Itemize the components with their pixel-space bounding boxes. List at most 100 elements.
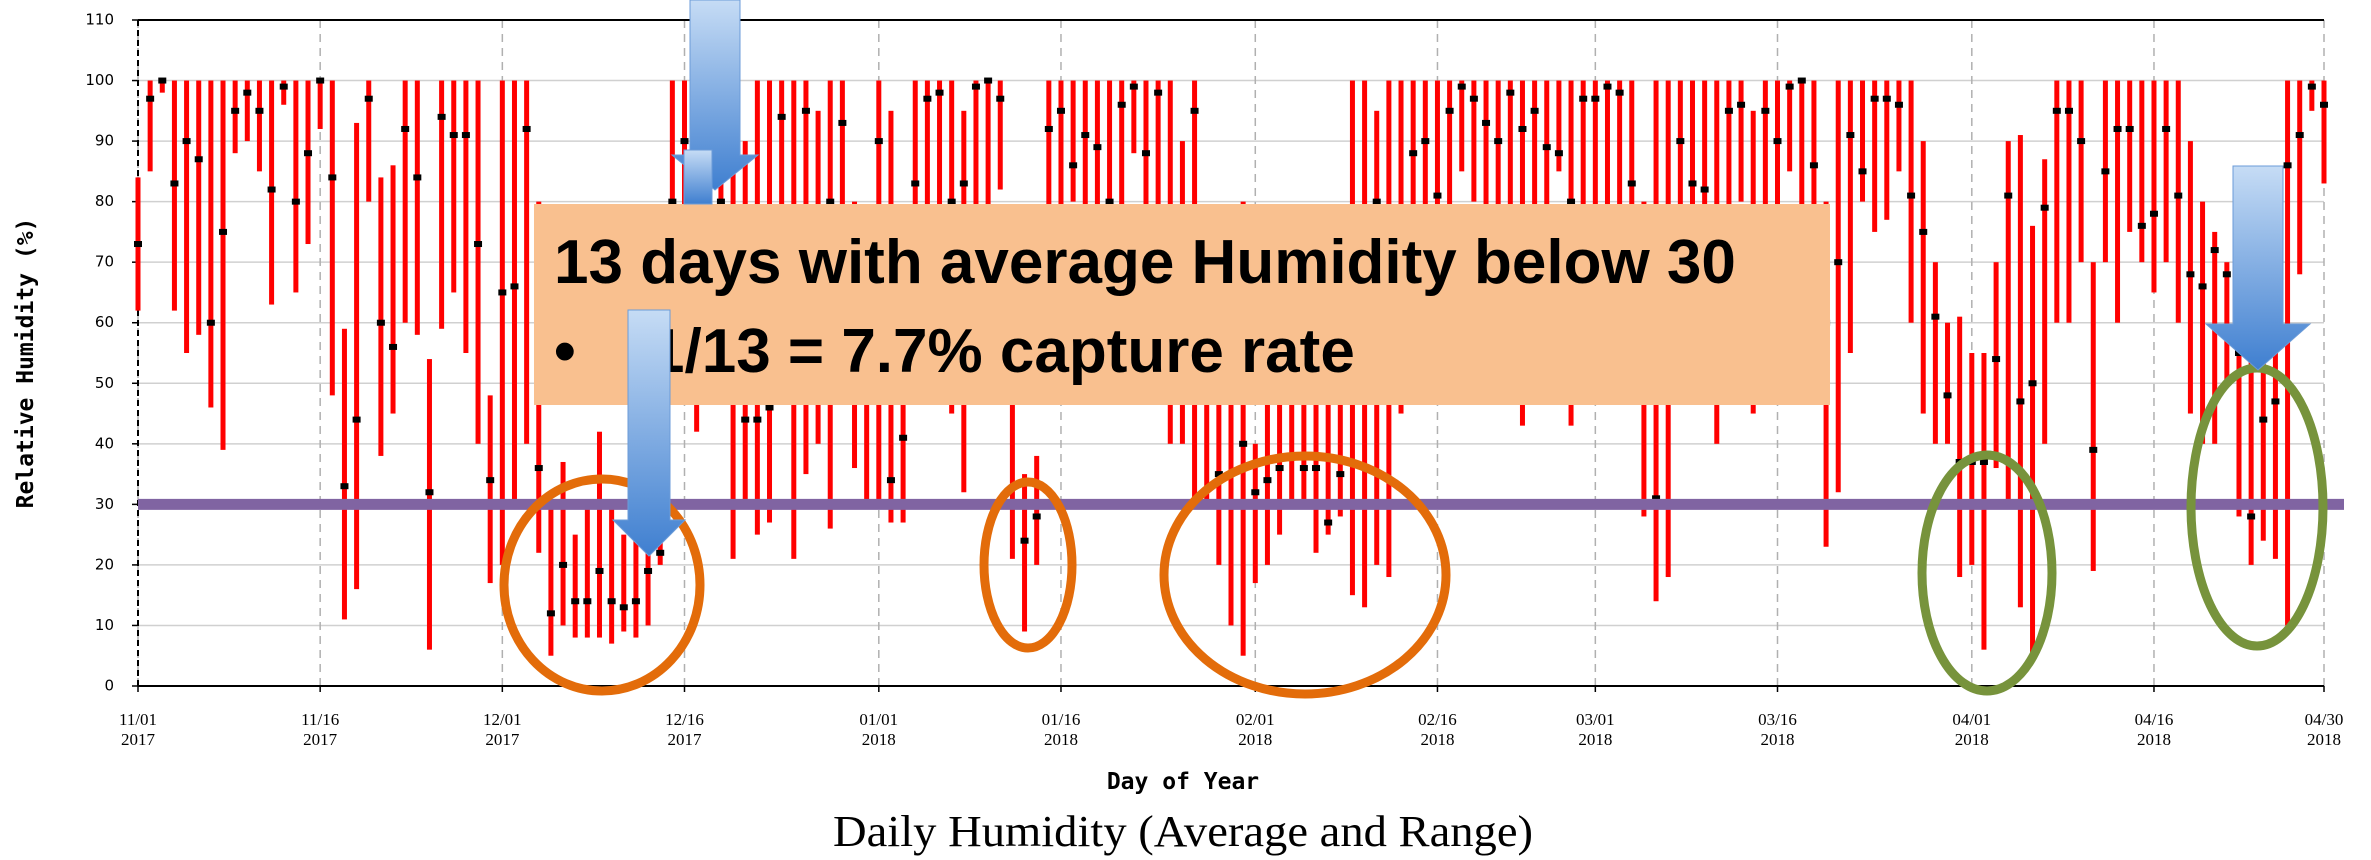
annotation-box xyxy=(534,204,1830,405)
average-marker xyxy=(2295,132,2304,139)
average-marker xyxy=(291,198,300,205)
average-marker xyxy=(2016,398,2025,405)
range-bar xyxy=(2297,80,2303,275)
range-bar xyxy=(779,80,785,323)
x-tick-label: 12/16 2017 xyxy=(665,710,704,749)
average-marker xyxy=(1615,89,1624,96)
range-bar xyxy=(609,504,615,644)
y-tick-label: 40 xyxy=(95,434,114,452)
range-bar xyxy=(1775,80,1780,232)
average-marker xyxy=(1312,465,1321,472)
average-marker xyxy=(364,95,373,102)
range-bar xyxy=(159,80,165,93)
arrow-shaft xyxy=(683,149,713,205)
range-bar xyxy=(171,80,177,311)
range-bar xyxy=(1495,80,1501,323)
average-marker xyxy=(947,198,956,205)
average-marker xyxy=(146,95,155,102)
average-marker xyxy=(1700,186,1709,193)
range-bar xyxy=(2090,262,2096,571)
average-marker xyxy=(1044,125,1053,132)
average-marker xyxy=(206,319,215,326)
range-bar xyxy=(2321,80,2327,184)
average-marker xyxy=(959,180,968,187)
range-bar xyxy=(997,80,1003,190)
average-marker xyxy=(923,95,932,102)
range-bar xyxy=(354,122,360,590)
range-bar xyxy=(2236,322,2242,517)
range-bar xyxy=(645,492,651,626)
average-marker xyxy=(2283,162,2292,169)
average-marker xyxy=(1251,489,1260,496)
average-marker xyxy=(1117,101,1126,108)
average-marker xyxy=(1275,465,1284,472)
range-bar xyxy=(596,431,602,638)
range-bar xyxy=(256,80,262,172)
range-bar xyxy=(293,80,299,293)
average-marker xyxy=(607,598,616,605)
range-bar xyxy=(451,80,457,293)
average-marker xyxy=(2101,168,2110,175)
range-bar xyxy=(1447,80,1453,293)
range-bar xyxy=(220,80,226,450)
y-tick-label: 10 xyxy=(95,616,114,634)
range-bar xyxy=(1896,80,1902,172)
average-marker xyxy=(546,610,555,617)
range-bar xyxy=(1920,141,1926,414)
average-marker xyxy=(389,343,398,350)
range-bar xyxy=(2030,225,2036,662)
average-marker xyxy=(2149,210,2158,217)
average-marker xyxy=(255,107,264,114)
range-bar xyxy=(1872,80,1878,232)
average-marker xyxy=(1907,192,1916,199)
average-marker xyxy=(571,598,580,605)
average-marker xyxy=(340,483,349,490)
average-marker xyxy=(1494,138,1503,145)
range-bar xyxy=(1277,322,1283,535)
average-marker xyxy=(510,283,519,290)
range-bar xyxy=(463,80,469,353)
range-bar xyxy=(1787,80,1793,172)
average-marker xyxy=(1894,101,1903,108)
range-bar xyxy=(1289,383,1295,505)
average-marker xyxy=(644,567,653,574)
circle xyxy=(499,474,705,696)
range-bar xyxy=(912,80,918,323)
x-tick-label: 11/16 2017 xyxy=(301,710,340,749)
average-marker xyxy=(1652,495,1661,502)
range-bar xyxy=(208,80,214,408)
range-bar xyxy=(439,80,445,329)
range-bar xyxy=(1009,322,1015,559)
average-marker xyxy=(2089,446,2098,453)
average-marker xyxy=(1239,440,1248,447)
range-bar xyxy=(633,528,639,638)
x-tick-label: 02/16 2018 xyxy=(1418,710,1457,749)
average-marker xyxy=(559,561,568,568)
x-tick-label: 03/16 2018 xyxy=(1758,710,1797,749)
range-bar xyxy=(900,371,906,523)
range-bar xyxy=(1422,80,1428,323)
range-bar xyxy=(305,80,311,245)
range-bar xyxy=(317,80,323,129)
range-bar xyxy=(1993,262,1999,469)
average-marker xyxy=(1834,259,1843,266)
y-tick-label: 30 xyxy=(95,495,114,513)
average-marker xyxy=(1506,89,1515,96)
arrow xyxy=(2204,165,2312,371)
range-bar xyxy=(1945,322,1951,444)
average-marker xyxy=(2307,83,2316,90)
range-bar xyxy=(548,504,554,656)
average-marker xyxy=(753,416,762,423)
average-marker xyxy=(1336,471,1345,478)
average-marker xyxy=(1457,83,1466,90)
x-tick-label: 01/16 2018 xyxy=(1041,710,1081,749)
range-bar xyxy=(2017,135,2023,608)
range-bar xyxy=(414,80,420,335)
average-marker xyxy=(279,83,288,90)
range-bar xyxy=(475,80,481,444)
range-bar xyxy=(232,80,238,154)
arrow xyxy=(611,309,687,557)
average-marker xyxy=(1129,83,1138,90)
average-marker xyxy=(1773,138,1782,145)
